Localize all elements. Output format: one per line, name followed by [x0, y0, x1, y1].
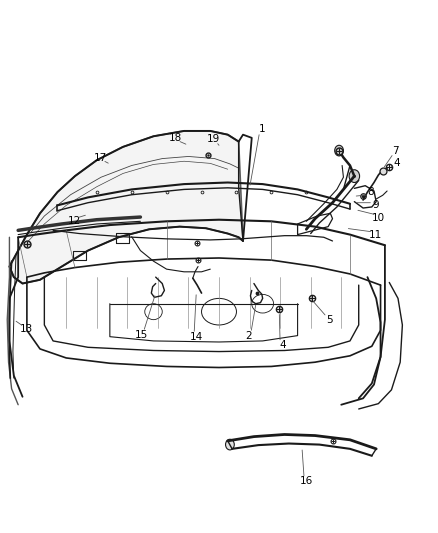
- Text: 1: 1: [258, 124, 265, 134]
- Text: 5: 5: [326, 314, 332, 325]
- Text: 9: 9: [372, 200, 378, 211]
- Text: 11: 11: [369, 230, 382, 240]
- Text: 19: 19: [207, 134, 220, 144]
- Circle shape: [349, 169, 360, 182]
- Text: 13: 13: [19, 324, 33, 334]
- Circle shape: [226, 439, 234, 450]
- Text: 4: 4: [279, 340, 286, 350]
- Text: 4: 4: [394, 158, 400, 168]
- Text: 17: 17: [94, 152, 107, 163]
- Text: 8: 8: [367, 187, 374, 197]
- Text: 18: 18: [169, 133, 182, 143]
- Polygon shape: [10, 131, 243, 284]
- Text: 14: 14: [190, 332, 203, 342]
- Text: 16: 16: [300, 477, 313, 486]
- Circle shape: [335, 146, 343, 156]
- Text: 7: 7: [392, 146, 399, 156]
- Text: 10: 10: [372, 213, 385, 223]
- Text: 15: 15: [134, 329, 148, 340]
- Text: 12: 12: [67, 216, 81, 226]
- Text: 2: 2: [245, 330, 252, 341]
